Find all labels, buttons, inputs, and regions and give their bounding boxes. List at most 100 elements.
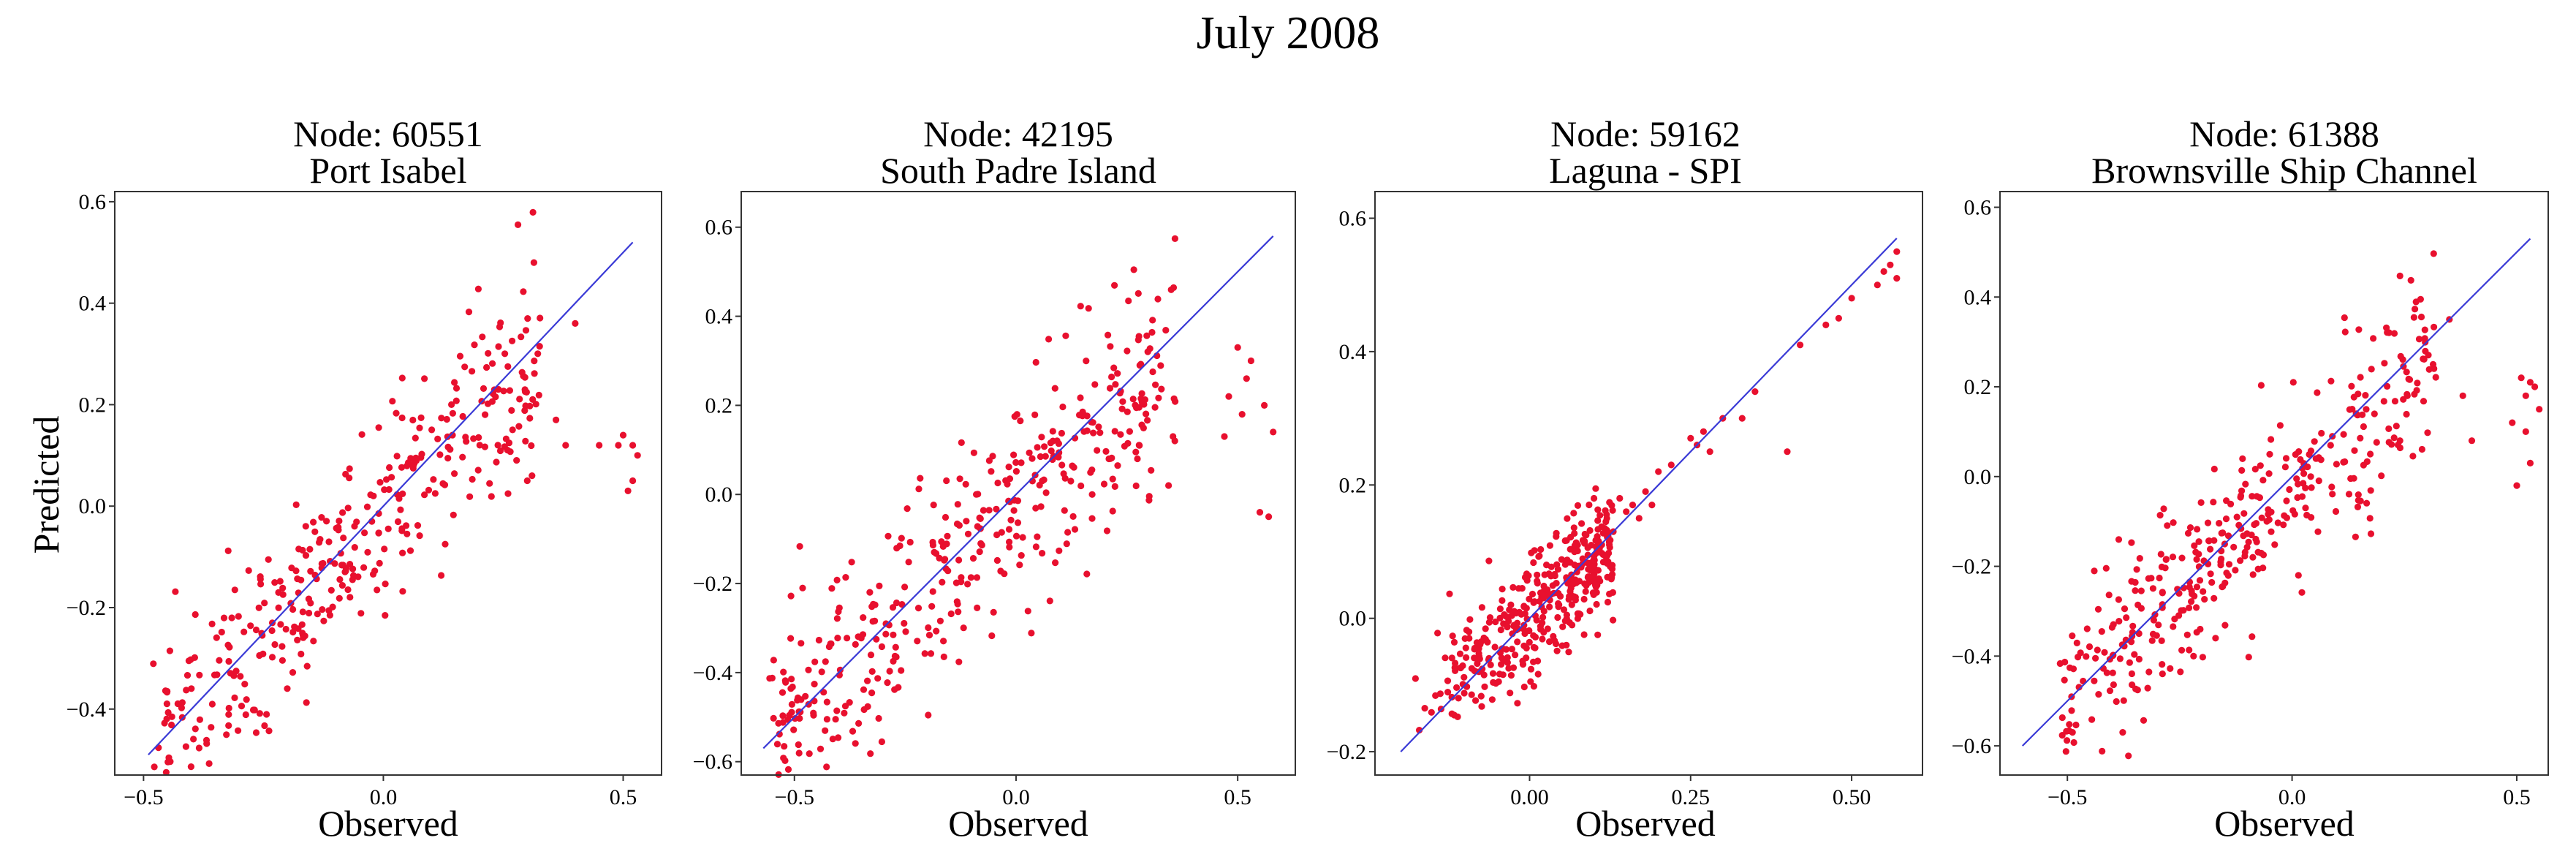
- data-point: [1145, 493, 1153, 500]
- data-point: [2432, 374, 2439, 381]
- data-point: [1594, 506, 1602, 513]
- y-tick-label: −0.2: [1952, 555, 1991, 579]
- data-point: [1478, 604, 1485, 611]
- data-point: [1111, 483, 1118, 491]
- data-point: [1010, 451, 1018, 458]
- data-point: [2249, 493, 2256, 500]
- data-point: [878, 738, 885, 746]
- data-point: [1004, 480, 1011, 488]
- data-point: [168, 713, 175, 720]
- y-tick-label: −0.4: [67, 698, 106, 722]
- data-point: [1463, 654, 1470, 662]
- data-point: [531, 358, 538, 365]
- data-point: [314, 611, 321, 618]
- data-point: [528, 442, 535, 450]
- data-point: [162, 768, 170, 776]
- data-point: [1096, 429, 1104, 437]
- data-point: [2300, 470, 2308, 477]
- data-point: [358, 431, 365, 438]
- data-point: [450, 511, 457, 518]
- data-point: [2283, 514, 2290, 521]
- data-point: [2205, 537, 2213, 545]
- data-point: [351, 544, 358, 551]
- data-point: [2298, 589, 2306, 596]
- data-point: [447, 446, 454, 453]
- data-point: [1061, 475, 1069, 482]
- data-point: [2283, 497, 2290, 505]
- panel-title-location: Brownsville Ship Channel: [2091, 150, 2477, 191]
- data-point: [1534, 571, 1541, 578]
- data-point: [505, 439, 513, 447]
- data-point: [1603, 526, 1610, 534]
- data-point: [2156, 574, 2163, 582]
- data-point: [251, 706, 258, 714]
- data-point: [168, 721, 175, 729]
- x-tick-label: 0.5: [1224, 785, 1251, 809]
- data-point: [192, 725, 199, 733]
- data-point: [1570, 510, 1577, 517]
- data-point: [2159, 601, 2166, 608]
- data-point: [428, 426, 436, 434]
- data-point: [2064, 737, 2071, 744]
- data-point: [868, 668, 876, 676]
- data-point: [2245, 538, 2252, 545]
- data-point: [914, 638, 921, 645]
- data-point: [1558, 556, 1565, 563]
- data-point: [1461, 689, 1468, 697]
- data-point: [805, 700, 812, 708]
- data-point: [398, 464, 406, 471]
- data-point: [841, 709, 848, 717]
- data-point: [2536, 406, 2543, 413]
- data-point: [1822, 321, 1830, 328]
- data-point: [1001, 570, 1008, 578]
- data-point: [2188, 598, 2195, 605]
- data-point: [1594, 631, 1602, 638]
- data-point: [2091, 677, 2098, 684]
- data-point: [1497, 626, 1504, 634]
- y-tick-label: 0.0: [79, 494, 107, 518]
- data-point: [412, 454, 420, 461]
- data-point: [2088, 716, 2096, 723]
- data-point: [2193, 604, 2200, 611]
- data-point: [1567, 545, 1574, 553]
- data-point: [2197, 625, 2204, 633]
- data-point: [2073, 639, 2080, 647]
- data-point: [501, 350, 509, 358]
- data-point: [890, 631, 897, 638]
- data-point: [1587, 567, 1594, 574]
- data-point: [811, 658, 819, 665]
- data-point: [310, 638, 317, 645]
- data-point: [1158, 385, 1165, 393]
- data-point: [513, 457, 520, 464]
- data-point: [2468, 437, 2476, 445]
- data-point: [376, 559, 383, 567]
- data-point: [416, 424, 423, 431]
- data-point: [310, 518, 317, 526]
- data-point: [2422, 339, 2429, 346]
- data-point: [436, 451, 444, 458]
- data-point: [2125, 752, 2132, 760]
- data-point: [2170, 519, 2177, 526]
- data-point: [190, 736, 197, 743]
- data-point: [927, 650, 935, 657]
- data-point: [2351, 447, 2358, 454]
- data-point: [980, 507, 987, 514]
- data-point: [2417, 313, 2425, 321]
- data-point: [1514, 700, 1521, 707]
- data-point: [884, 679, 891, 687]
- data-point: [2232, 567, 2239, 574]
- data-point: [846, 699, 853, 706]
- data-point: [2129, 622, 2137, 630]
- data-point: [279, 657, 286, 664]
- data-point: [393, 409, 400, 417]
- data-point: [2109, 669, 2116, 676]
- data-point: [504, 490, 512, 497]
- data-point: [848, 559, 855, 566]
- data-point: [284, 685, 291, 692]
- identity-fit-line: [2021, 238, 2531, 747]
- data-point: [1432, 692, 1439, 700]
- data-point: [228, 614, 235, 621]
- data-point: [1136, 362, 1143, 369]
- data-point: [1509, 583, 1517, 592]
- data-point: [1034, 533, 1041, 540]
